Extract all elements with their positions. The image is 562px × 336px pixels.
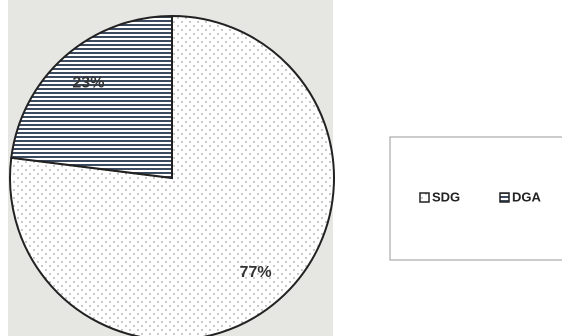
data-label: 77% bbox=[240, 264, 272, 281]
legend-swatch bbox=[419, 192, 430, 203]
legend-label: SDG bbox=[432, 189, 460, 204]
legend-box bbox=[389, 136, 562, 261]
legend-label: DGA bbox=[512, 189, 542, 204]
legend-swatch bbox=[499, 192, 510, 203]
data-label: 23% bbox=[72, 74, 104, 91]
pie-slice bbox=[10, 14, 173, 180]
